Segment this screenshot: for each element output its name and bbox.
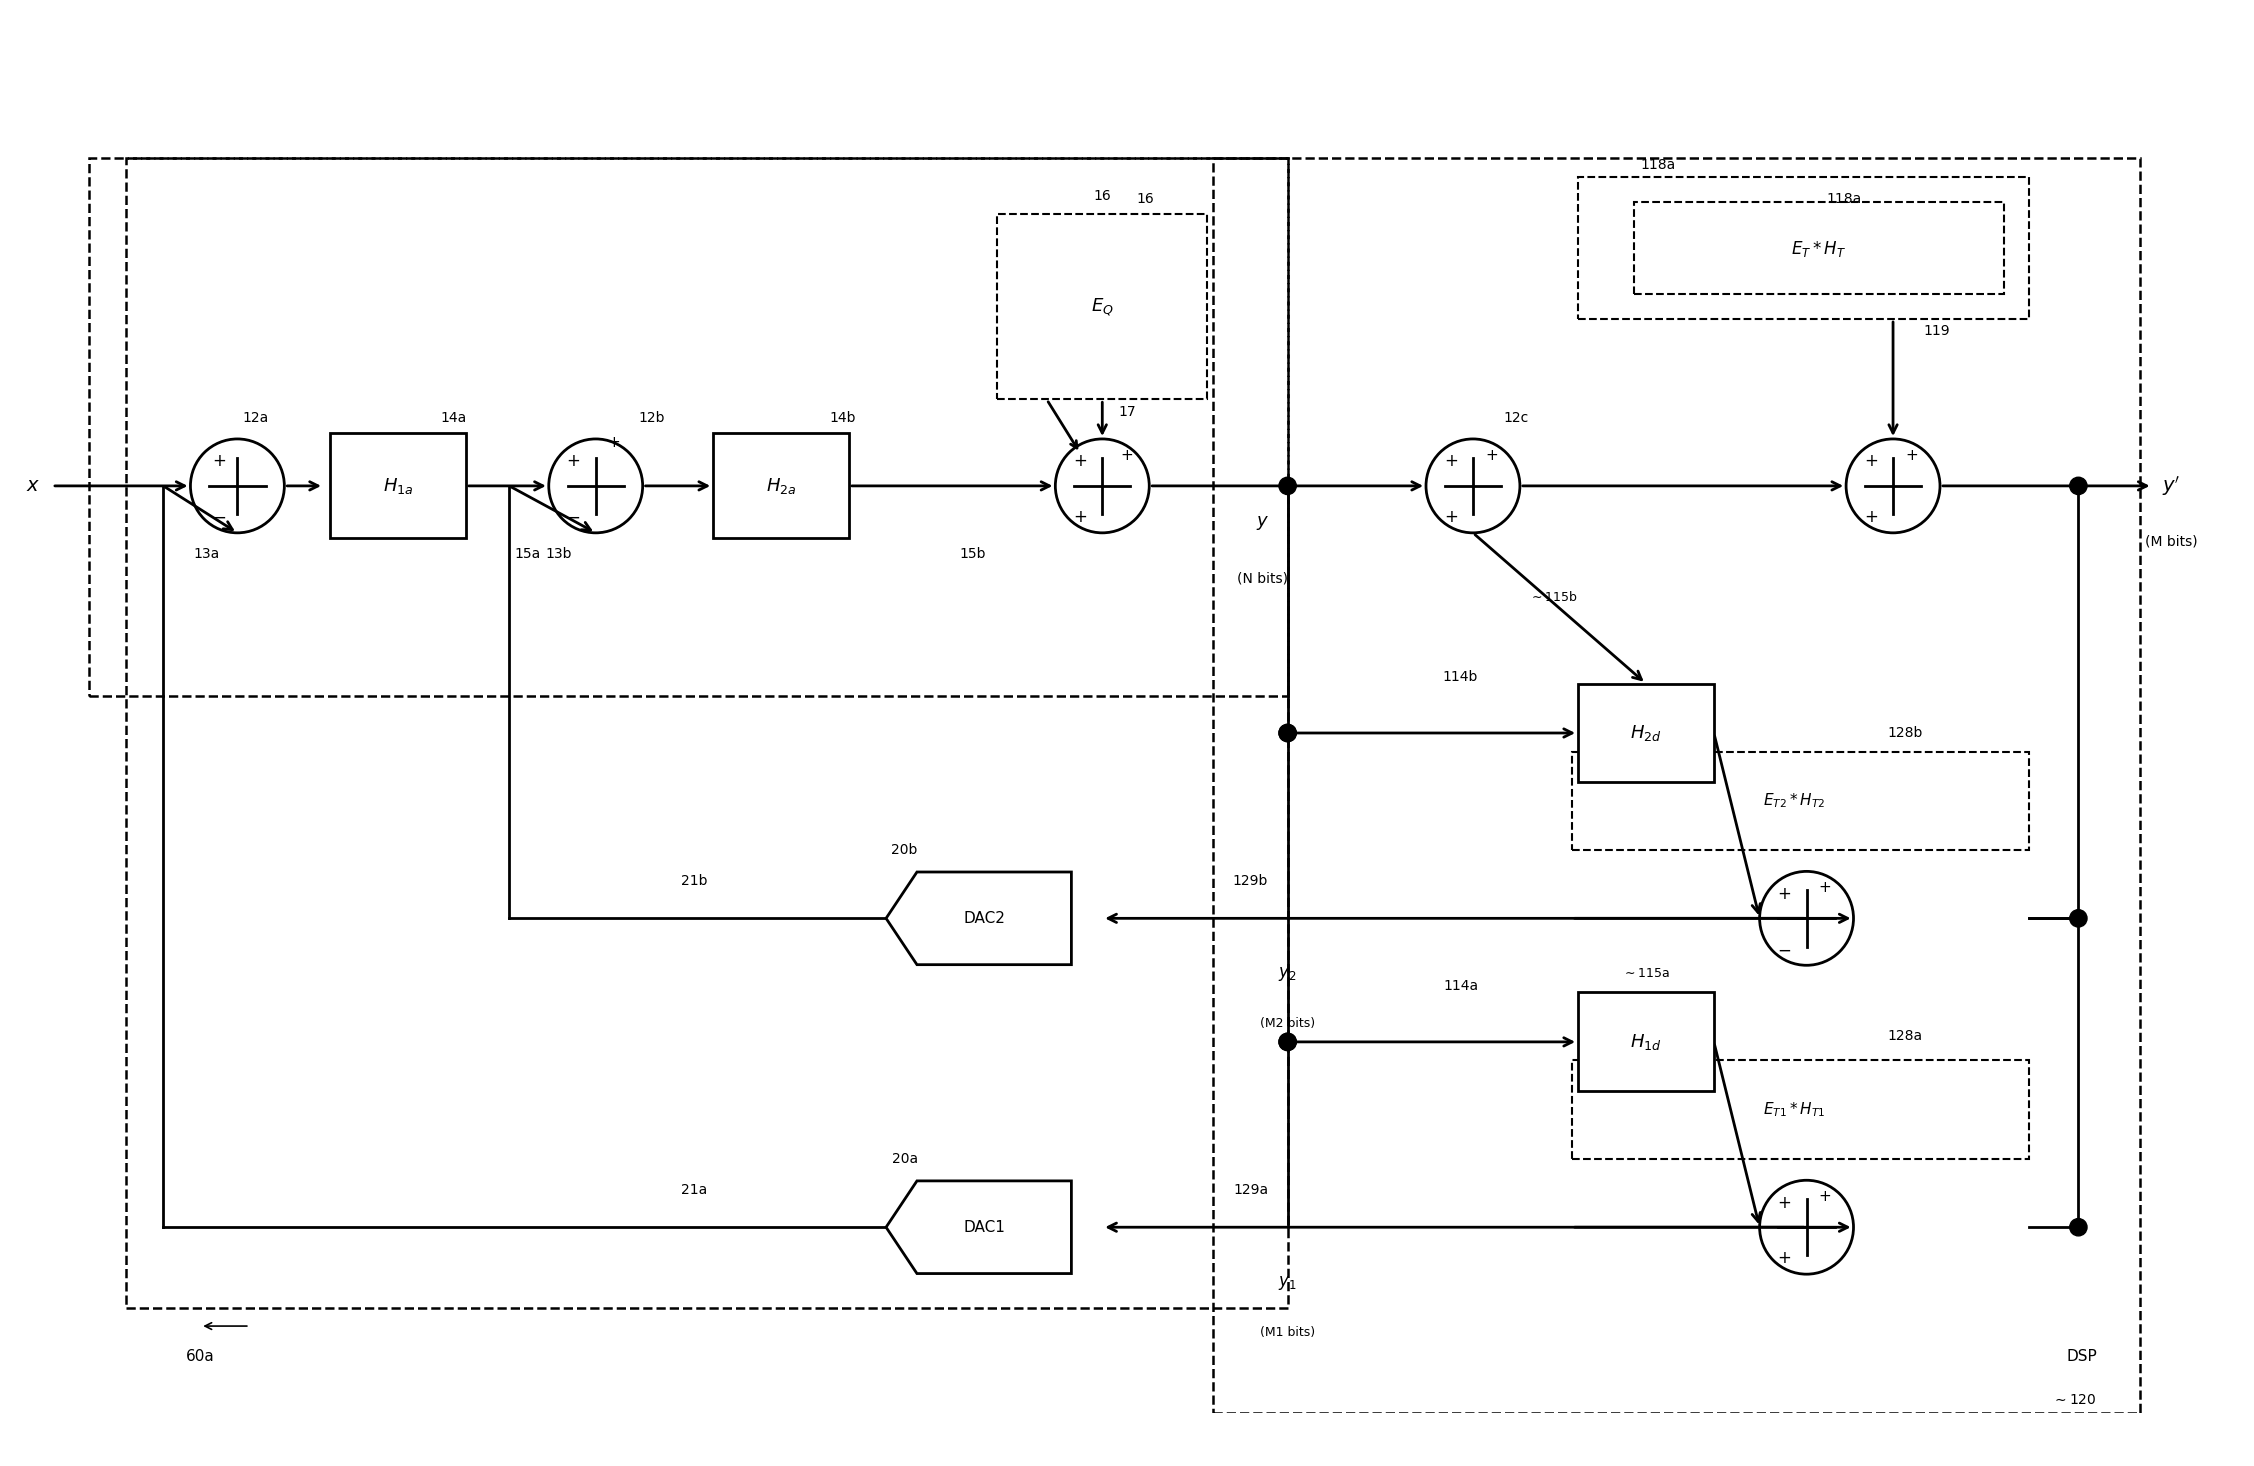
Text: $-$: $-$ <box>1776 940 1792 959</box>
Text: 15a: 15a <box>514 547 541 561</box>
Text: +: + <box>1073 452 1086 471</box>
Bar <box>1634 202 2004 295</box>
Text: (M2 bits): (M2 bits) <box>1260 1017 1314 1029</box>
Text: +: + <box>1819 1189 1833 1204</box>
Circle shape <box>1278 478 1296 494</box>
Text: 21a: 21a <box>681 1183 708 1198</box>
Text: 12c: 12c <box>1503 410 1528 425</box>
Bar <box>90 158 1287 696</box>
Text: $\sim$115b: $\sim$115b <box>1528 591 1578 604</box>
Text: DSP: DSP <box>2067 1350 2096 1365</box>
Polygon shape <box>886 1182 1071 1274</box>
Text: $x$: $x$ <box>27 476 41 496</box>
Text: 16: 16 <box>1136 192 1154 207</box>
Text: 119: 119 <box>1923 324 1950 339</box>
Text: 12b: 12b <box>638 410 665 425</box>
Text: +: + <box>1445 507 1458 526</box>
Text: 129a: 129a <box>1233 1183 1269 1198</box>
FancyBboxPatch shape <box>712 434 850 538</box>
Bar <box>996 214 1208 399</box>
Circle shape <box>2069 1218 2087 1236</box>
Text: $y_1$: $y_1$ <box>1278 1274 1296 1292</box>
Text: $\sim$120: $\sim$120 <box>2053 1393 2096 1407</box>
Circle shape <box>2069 478 2087 494</box>
Text: DAC1: DAC1 <box>965 1220 1005 1234</box>
Text: 16: 16 <box>1093 189 1111 202</box>
Text: +: + <box>566 452 582 471</box>
Circle shape <box>1278 724 1296 742</box>
Text: $H_{1a}$: $H_{1a}$ <box>383 476 412 496</box>
Text: 12a: 12a <box>243 410 268 425</box>
Text: 118a: 118a <box>1641 158 1677 172</box>
Text: $-$: $-$ <box>566 507 582 526</box>
Text: 17: 17 <box>1118 405 1136 419</box>
Text: 114b: 114b <box>1443 670 1479 685</box>
Text: 114a: 114a <box>1443 979 1479 994</box>
Text: +: + <box>609 435 620 450</box>
Text: $y$: $y$ <box>1255 515 1269 532</box>
Text: +: + <box>1864 507 1878 526</box>
Text: 14b: 14b <box>829 410 857 425</box>
FancyBboxPatch shape <box>1578 683 1713 783</box>
Text: +: + <box>1073 507 1086 526</box>
Text: $E_T*H_T$: $E_T*H_T$ <box>1792 239 1846 258</box>
Bar <box>126 158 1287 1308</box>
Text: +: + <box>1864 452 1878 471</box>
Text: $E_Q$: $E_Q$ <box>1091 296 1113 318</box>
Text: 60a: 60a <box>187 1350 214 1365</box>
Text: 14a: 14a <box>440 410 467 425</box>
Bar <box>1578 177 2029 320</box>
Text: +: + <box>1778 1193 1792 1211</box>
Text: 129b: 129b <box>1233 874 1269 888</box>
Bar <box>1571 752 2029 850</box>
Text: $\sim$115a: $\sim$115a <box>1623 968 1670 981</box>
Text: 118a: 118a <box>1826 192 1862 207</box>
Text: 13b: 13b <box>545 547 573 561</box>
Text: $E_{T2}*H_{T2}$: $E_{T2}*H_{T2}$ <box>1763 792 1826 811</box>
Text: $y_2$: $y_2$ <box>1278 965 1296 982</box>
Text: $E_{T1}*H_{T1}$: $E_{T1}*H_{T1}$ <box>1763 1101 1826 1119</box>
Text: $y'$: $y'$ <box>2162 474 2180 498</box>
Text: +: + <box>1819 880 1833 894</box>
FancyBboxPatch shape <box>1578 992 1713 1091</box>
Text: 13a: 13a <box>194 547 219 561</box>
Text: 128b: 128b <box>1887 726 1923 740</box>
Circle shape <box>2069 910 2087 927</box>
Text: (M1 bits): (M1 bits) <box>1260 1325 1314 1338</box>
Text: 20b: 20b <box>890 843 917 858</box>
Polygon shape <box>886 872 1071 965</box>
Circle shape <box>1278 724 1296 742</box>
Text: $H_{2a}$: $H_{2a}$ <box>766 476 796 496</box>
Text: $H_{1d}$: $H_{1d}$ <box>1630 1032 1661 1053</box>
Circle shape <box>1278 1034 1296 1051</box>
Text: +: + <box>1905 447 1918 462</box>
Text: +: + <box>1778 1249 1792 1267</box>
Text: $-$: $-$ <box>212 507 225 526</box>
Text: (M bits): (M bits) <box>2146 535 2198 548</box>
Text: DAC2: DAC2 <box>965 910 1005 927</box>
Text: +: + <box>1120 447 1134 462</box>
Text: $H_{2d}$: $H_{2d}$ <box>1630 723 1661 743</box>
Text: +: + <box>1485 447 1499 462</box>
Text: +: + <box>212 452 225 471</box>
Text: 15b: 15b <box>960 547 985 561</box>
Text: 128a: 128a <box>1889 1029 1923 1042</box>
Text: +: + <box>1445 452 1458 471</box>
Circle shape <box>1278 1034 1296 1051</box>
Text: 21b: 21b <box>681 874 708 888</box>
Text: 20a: 20a <box>893 1152 917 1167</box>
Text: +: + <box>1778 884 1792 903</box>
Bar <box>1571 1060 2029 1160</box>
Text: (N bits): (N bits) <box>1237 572 1289 585</box>
Bar <box>1213 158 2139 1413</box>
FancyBboxPatch shape <box>329 434 467 538</box>
